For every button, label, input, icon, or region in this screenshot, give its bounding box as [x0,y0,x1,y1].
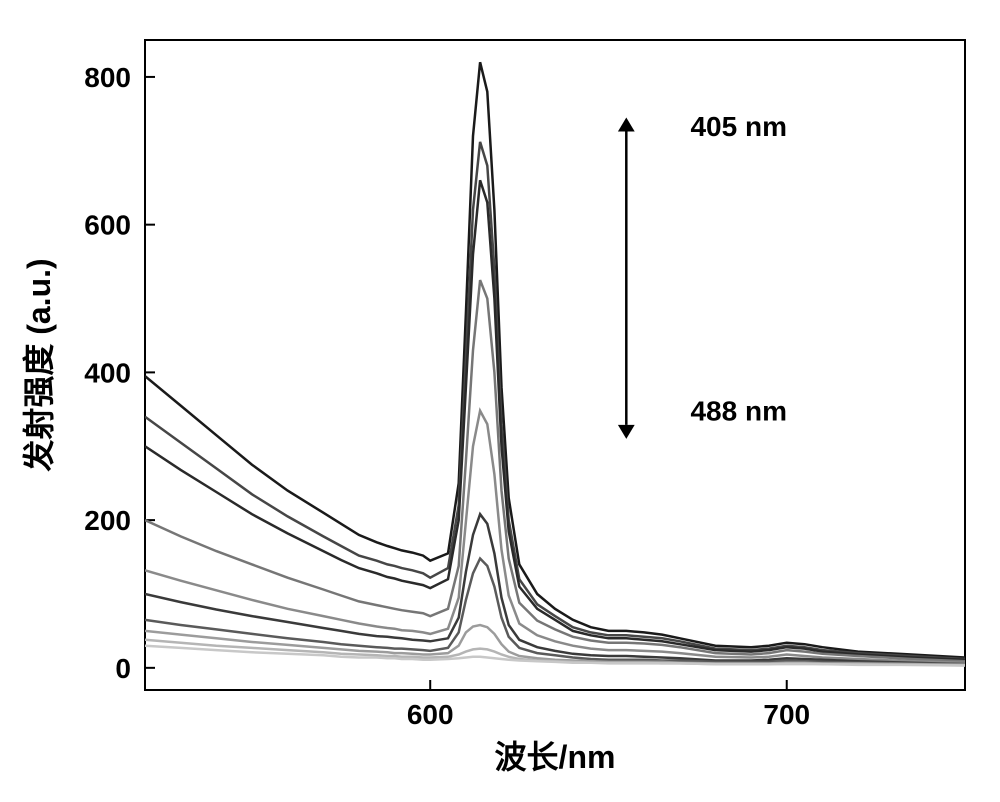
annotation-group: 405 nm 488 nm [618,111,787,439]
y-tick-label: 400 [84,357,131,388]
arrow-down-icon [618,425,635,439]
arrow-up-icon [618,118,635,132]
y-tick-label: 800 [84,62,131,93]
y-axis-title: 发射强度 (a.u.) [21,258,57,471]
x-axis-title: 波长/nm [495,739,616,775]
series-405nm [145,62,965,657]
annotation-lower-label: 488 nm [690,395,787,426]
y-tick-label: 200 [84,505,131,536]
annotation-upper-label: 405 nm [690,111,787,142]
y-tick-label: 0 [115,653,131,684]
series-s3 [145,180,965,659]
spectrum-chart: 600 700 0 200 400 600 800 波长/nm 发射强度 (a.u.) 4… [0,0,1000,802]
series-group [145,62,965,665]
series-s2 [145,142,965,659]
plot-border [145,40,965,690]
x-tick-label: 700 [763,699,810,730]
x-axis-ticks: 600 700 [407,680,810,730]
y-tick-label: 600 [84,210,131,241]
x-tick-label: 600 [407,699,454,730]
series-s5 [145,411,965,663]
chart-svg: 600 700 0 200 400 600 800 波长/nm 发射强度 (a.u.) 4… [0,0,1000,802]
